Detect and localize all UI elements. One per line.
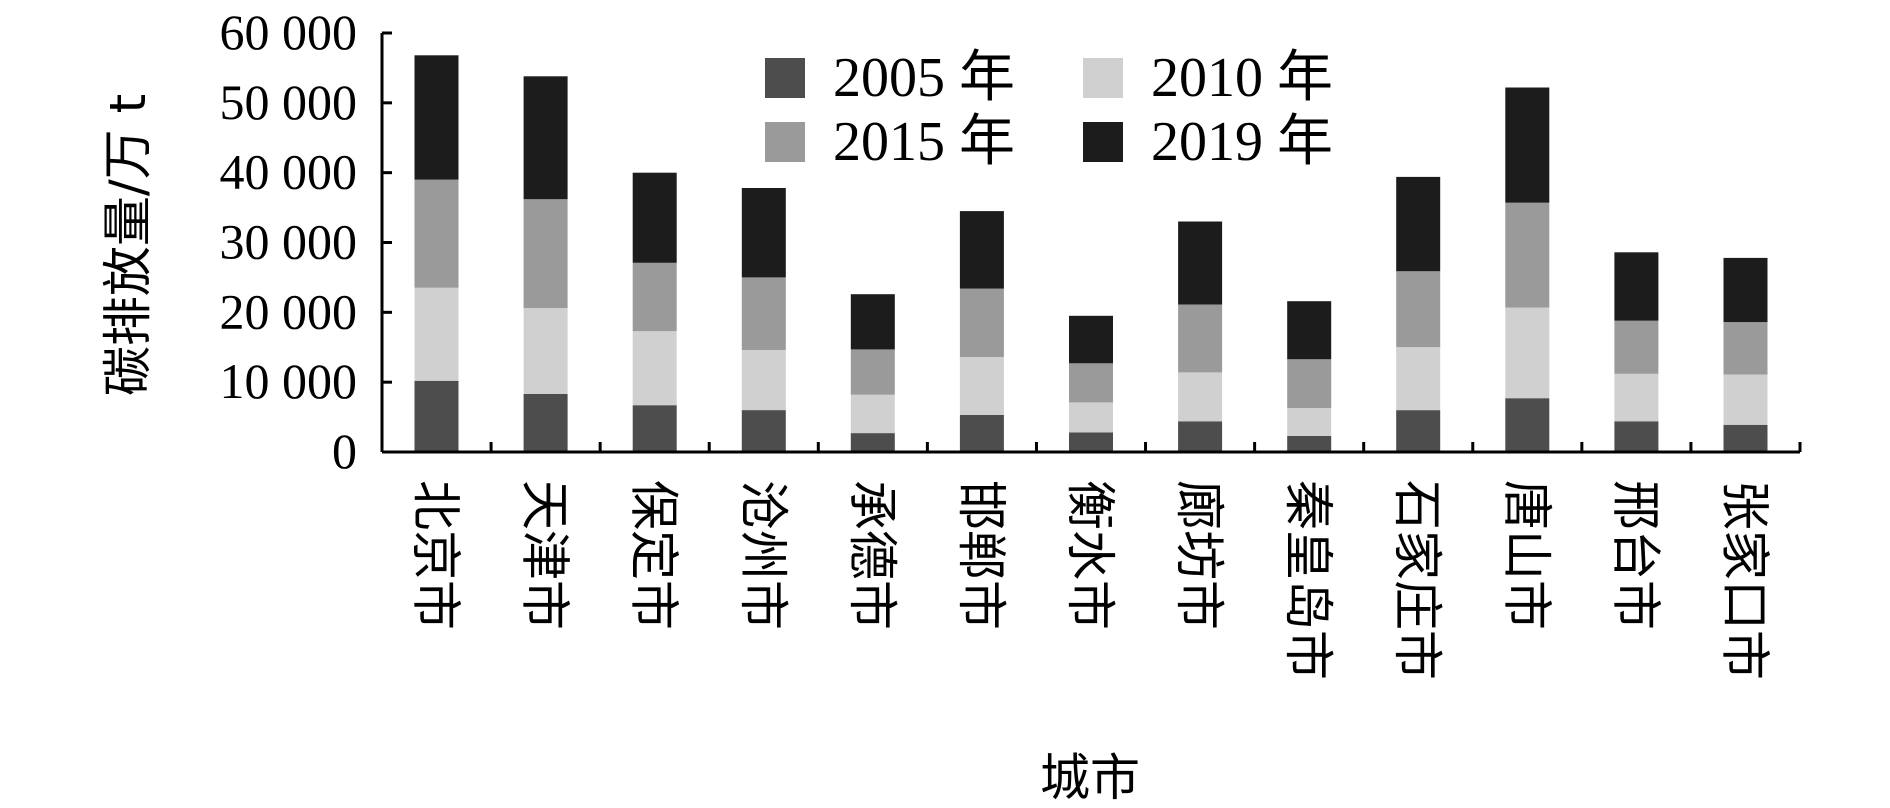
x-category-label: 唐山市	[1497, 480, 1555, 630]
bar-segment-3-3	[741, 188, 786, 278]
bar-segment-2-0	[632, 405, 677, 452]
x-category-label: 石家庄市	[1388, 480, 1446, 680]
bar-segment-10-2	[1505, 202, 1550, 308]
bar-segment-5-2	[959, 288, 1004, 357]
bar-segment-8-2	[1287, 359, 1332, 408]
legend-swatch	[765, 58, 805, 98]
bar-segment-0-0	[414, 380, 459, 452]
axes-layer	[380, 31, 1802, 454]
bar-segment-10-3	[1505, 87, 1550, 203]
bar-segment-1-1	[523, 308, 568, 394]
bar-segment-10-0	[1505, 398, 1550, 452]
bar-segment-6-1	[1069, 402, 1113, 433]
bar-segment-4-2	[850, 349, 895, 395]
x-category-label: 廊坊市	[1170, 480, 1228, 630]
x-category-label: 沧州市	[734, 480, 792, 630]
bar-segment-0-2	[414, 179, 459, 288]
bars-layer	[414, 55, 1768, 452]
bar-segment-9-2	[1396, 271, 1441, 348]
bar-segment-1-2	[523, 199, 568, 309]
bar-segment-12-3	[1723, 257, 1768, 323]
x-category-label: 保定市	[625, 480, 683, 630]
bar-segment-11-2	[1614, 320, 1659, 374]
bar-segment-7-1	[1178, 372, 1223, 422]
legend-label: 2010 年	[1151, 47, 1333, 109]
bar-segment-8-3	[1287, 301, 1332, 360]
bar-segment-9-3	[1396, 176, 1441, 272]
bar-segment-2-2	[632, 262, 677, 332]
y-tick-label: 30 000	[220, 214, 358, 270]
x-category-label: 秦皇岛市	[1279, 480, 1337, 680]
y-axis-title: 碳排放量/万 t	[99, 94, 157, 396]
bar-segment-2-3	[632, 172, 677, 263]
bar-segment-5-0	[959, 415, 1004, 452]
bar-segment-4-1	[850, 394, 895, 434]
y-tick-label: 0	[332, 423, 357, 479]
legend-swatch	[1083, 58, 1123, 98]
bar-segment-12-1	[1723, 374, 1768, 425]
bar-segment-11-3	[1614, 252, 1659, 321]
x-category-label: 邢台市	[1606, 480, 1664, 630]
y-tick-label: 10 000	[220, 353, 358, 409]
bar-segment-0-1	[414, 287, 459, 381]
y-tick-label: 50 000	[220, 74, 358, 130]
bar-segment-0-3	[414, 55, 459, 180]
bar-segment-6-0	[1069, 432, 1113, 452]
x-category-label: 衡水市	[1061, 480, 1119, 630]
bar-segment-8-1	[1287, 408, 1332, 436]
bar-segment-12-2	[1723, 322, 1768, 375]
legend-label: 2015 年	[833, 111, 1015, 173]
bar-segment-3-2	[741, 277, 786, 350]
x-category-labels: 北京市 天津市 保定市 沧州市 承德市 邯郸市 衡水市 廊坊市 秦皇岛市 石家庄市 唐山市 邢台市 张家…	[407, 480, 1774, 680]
bar-segment-8-0	[1287, 435, 1332, 452]
bar-segment-7-3	[1178, 221, 1223, 305]
bar-segment-11-0	[1614, 421, 1659, 452]
y-tick-label: 20 000	[220, 283, 358, 339]
bar-segment-11-1	[1614, 373, 1659, 422]
bar-segment-3-1	[741, 350, 786, 411]
bar-segment-9-0	[1396, 410, 1441, 452]
x-category-label: 承德市	[843, 480, 901, 630]
x-category-label: 北京市	[407, 480, 465, 630]
y-tick-label: 40 000	[220, 144, 358, 200]
x-category-label: 张家口市	[1716, 480, 1774, 680]
x-category-label: 天津市	[516, 480, 574, 630]
x-axis-title: 城市	[1040, 749, 1140, 807]
bar-segment-4-0	[850, 433, 895, 452]
bar-segment-5-3	[959, 211, 1004, 289]
y-tick-labels: 0 10 000 20 000 30 000 40 000 50 000 60 000	[220, 4, 358, 479]
bar-segment-7-0	[1178, 421, 1223, 452]
x-category-label: 邯郸市	[952, 480, 1010, 630]
bar-segment-1-3	[523, 76, 568, 200]
bar-segment-1-0	[523, 394, 568, 452]
bar-segment-3-0	[741, 410, 786, 452]
legend: 2005 年 2010 年 2015 年 2019 年	[765, 47, 1333, 173]
legend-swatch	[1083, 122, 1123, 162]
y-tick-label: 60 000	[220, 4, 358, 60]
bar-segment-12-0	[1723, 424, 1768, 452]
legend-label: 2019 年	[1151, 111, 1333, 173]
bar-segment-6-2	[1069, 363, 1113, 403]
bar-segment-2-1	[632, 331, 677, 406]
legend-swatch	[765, 122, 805, 162]
bar-segment-6-3	[1069, 315, 1113, 364]
bar-segment-10-1	[1505, 307, 1550, 399]
bar-segment-5-1	[959, 357, 1004, 415]
bar-segment-4-3	[850, 294, 895, 350]
bar-segment-9-1	[1396, 347, 1441, 411]
legend-label: 2005 年	[833, 47, 1015, 109]
bar-segment-7-2	[1178, 304, 1223, 373]
